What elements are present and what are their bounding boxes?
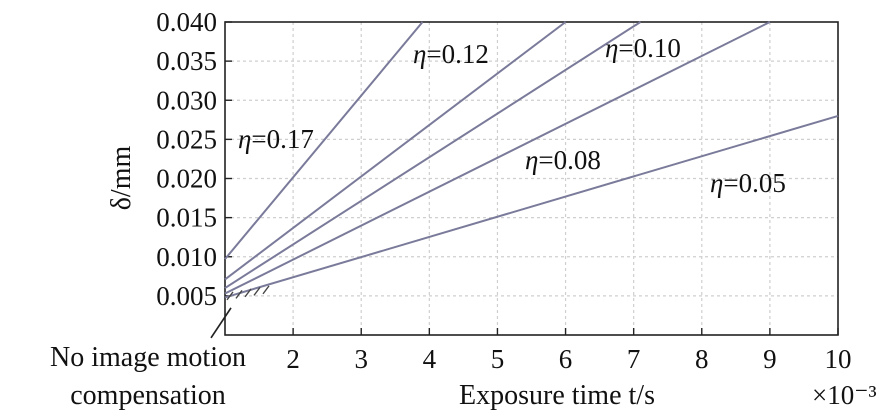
axes bbox=[224, 21, 839, 336]
series-label: η=0.10 bbox=[605, 33, 681, 63]
x-tick-label: 5 bbox=[491, 344, 505, 374]
y-tick-labels: 0.005 0.010 0.015 0.020 0.025 0.030 0.035 0.040 bbox=[156, 7, 217, 311]
x-tick-label: 3 bbox=[354, 344, 368, 374]
series-label: η=0.17 bbox=[238, 124, 314, 154]
x-tick-label: 10 bbox=[825, 344, 852, 374]
annotation-hatch bbox=[262, 285, 270, 295]
series-line bbox=[224, 21, 567, 281]
annotation-line1: No image motion bbox=[50, 342, 246, 373]
series-label: η=0.05 bbox=[710, 168, 786, 198]
series-line bbox=[224, 21, 424, 260]
x-tick-label: 9 bbox=[763, 344, 777, 374]
x-axis-title: Exposure time t/s bbox=[459, 380, 655, 411]
annotation-line2: compensation bbox=[70, 380, 226, 411]
series-label: η=0.12 bbox=[413, 39, 489, 69]
y-tick-label: 0.010 bbox=[156, 242, 217, 272]
y-tick-label: 0.040 bbox=[156, 7, 217, 37]
annotation-hatch bbox=[226, 291, 234, 301]
y-tick-label: 0.020 bbox=[156, 164, 217, 194]
x-tick-label: 6 bbox=[559, 344, 573, 374]
x-tick-label: 2 bbox=[286, 344, 300, 374]
series-labels: η=0.17 η=0.12 η=0.10 η=0.08 η=0.05 bbox=[238, 33, 786, 198]
y-tick-label: 0.030 bbox=[156, 85, 217, 115]
x-tick-label: 4 bbox=[423, 344, 437, 374]
x-multiplier-label: ×10⁻³ bbox=[812, 380, 877, 410]
series-line bbox=[224, 21, 771, 295]
y-tick-label: 0.035 bbox=[156, 46, 217, 76]
annotation bbox=[210, 285, 270, 339]
annotation-hatch bbox=[253, 286, 261, 296]
annotation-hatch bbox=[244, 288, 252, 298]
series-line bbox=[224, 114, 839, 299]
annotation-pointer bbox=[210, 307, 232, 339]
y-tick-label: 0.015 bbox=[156, 203, 217, 233]
grid-lines bbox=[225, 22, 838, 335]
y-axis-title: δ/mm bbox=[106, 146, 137, 211]
annotation-hatch bbox=[235, 289, 243, 299]
y-tick-label: 0.005 bbox=[156, 281, 217, 311]
series-lines bbox=[224, 21, 839, 299]
x-tick-labels: 2 3 4 5 6 7 8 9 10 bbox=[286, 344, 851, 374]
y-tick-label: 0.025 bbox=[156, 124, 217, 154]
series-line bbox=[224, 21, 642, 289]
x-tick-label: 8 bbox=[695, 344, 709, 374]
x-tick-label: 7 bbox=[627, 344, 641, 374]
series-label: η=0.08 bbox=[525, 145, 601, 175]
